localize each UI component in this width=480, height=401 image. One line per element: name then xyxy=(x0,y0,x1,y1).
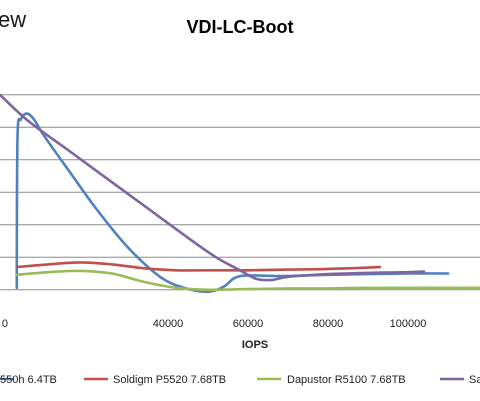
chart-title: VDI-LC-Boot xyxy=(187,17,294,37)
brand-logo-fragment: ew xyxy=(0,7,26,32)
legend-label: 550h 6.4TB xyxy=(0,374,57,386)
legend-label: Sa xyxy=(469,374,480,386)
x-tick-label: 60000 xyxy=(233,318,264,330)
legend: 550h 6.4TB Soldigm P5520 7.68TB Dapustor R… xyxy=(0,374,480,386)
plot-area xyxy=(0,93,480,294)
series-line-3 xyxy=(15,269,480,292)
x-tick-label: 0 xyxy=(2,318,8,330)
gridlines xyxy=(0,94,480,291)
x-axis-label: IOPS xyxy=(242,339,268,351)
x-tick-label: 80000 xyxy=(313,318,344,330)
legend-label: Soldigm P5520 7.68TB xyxy=(113,374,226,386)
x-tick-labels: 0 40000 60000 80000 100000 xyxy=(2,318,426,330)
series-line-4 xyxy=(0,93,426,282)
series-line-2 xyxy=(15,261,382,272)
x-tick-label: 40000 xyxy=(153,318,184,330)
legend-label: Dapustor R5100 7.68TB xyxy=(287,374,406,386)
x-tick-label: 100000 xyxy=(390,318,427,330)
